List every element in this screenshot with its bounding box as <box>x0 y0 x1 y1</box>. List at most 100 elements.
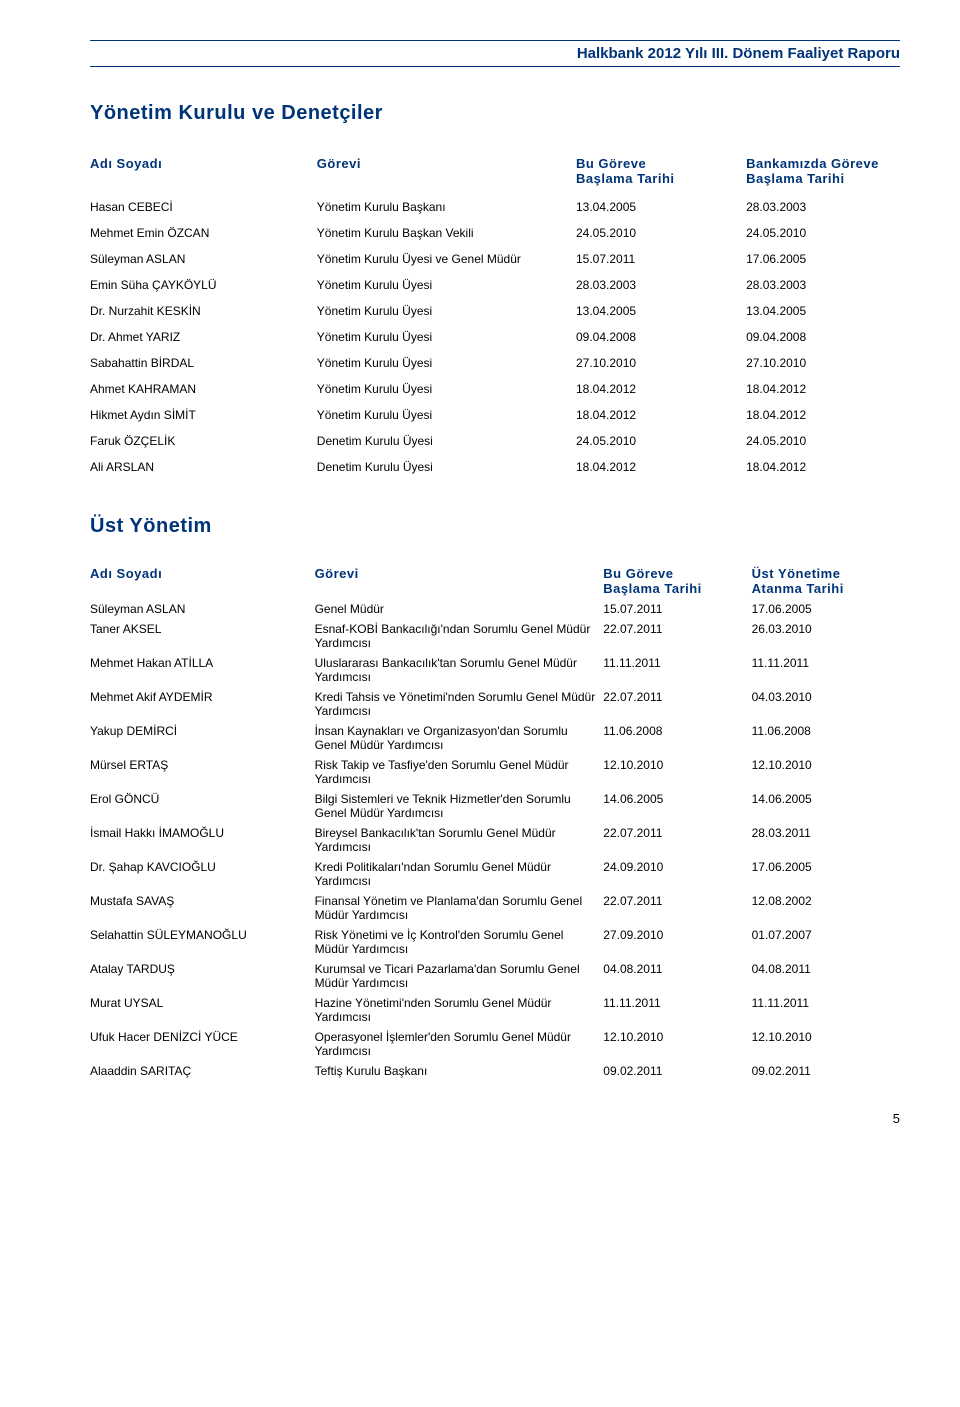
cell-name: Dr. Şahap KAVCIOĞLU <box>90 860 315 874</box>
cell-date-start: 15.07.2011 <box>603 602 751 616</box>
cell-name: Dr. Nurzahit KESKİN <box>90 304 317 318</box>
col-appointed-header-line2: Atanma Tarihi <box>752 581 900 596</box>
table-row: Ali ARSLANDenetim Kurulu Üyesi18.04.2012… <box>90 454 900 480</box>
cell-date-start: 18.04.2012 <box>576 408 746 422</box>
cell-date-bank: 11.11.2011 <box>752 996 900 1010</box>
cell-date-start: 11.11.2011 <box>603 996 751 1010</box>
cell-name: İsmail Hakkı İMAMOĞLU <box>90 826 315 840</box>
cell-date-start: 11.11.2011 <box>603 656 751 670</box>
cell-date-bank: 12.10.2010 <box>752 758 900 772</box>
board-table-header: Adı Soyadı Görevi Bu Göreve Başlama Tari… <box>90 150 900 194</box>
page-container: Halkbank 2012 Yılı III. Dönem Faaliyet R… <box>0 0 960 1166</box>
cell-date-start: 22.07.2011 <box>603 690 751 704</box>
cell-role: İnsan Kaynakları ve Organizasyon'dan Sor… <box>315 724 604 752</box>
table-row: Faruk ÖZÇELİKDenetim Kurulu Üyesi24.05.2… <box>90 428 900 454</box>
cell-date-start: 24.05.2010 <box>576 434 746 448</box>
senior-mgmt-table-header: Adı Soyadı Görevi Bu Göreve Başlama Tari… <box>90 563 900 599</box>
col-start-header: Bu Göreve Başlama Tarihi <box>603 566 751 596</box>
cell-date-bank: 24.05.2010 <box>746 226 900 240</box>
table-row: Süleyman ASLANGenel Müdür15.07.201117.06… <box>90 599 900 619</box>
col-start-header: Bu Göreve Başlama Tarihi <box>576 156 746 186</box>
col-bank-header-line2: Başlama Tarihi <box>746 171 900 186</box>
cell-date-bank: 28.03.2003 <box>746 278 900 292</box>
cell-date-start: 15.07.2011 <box>576 252 746 266</box>
cell-role: Yönetim Kurulu Başkan Vekili <box>317 226 576 240</box>
table-row: Emin Süha ÇAYKÖYLÜYönetim Kurulu Üyesi28… <box>90 272 900 298</box>
table-row: Yakup DEMİRCİİnsan Kaynakları ve Organiz… <box>90 721 900 755</box>
table-row: Mehmet Emin ÖZCANYönetim Kurulu Başkan V… <box>90 220 900 246</box>
col-role-header: Görevi <box>317 156 576 171</box>
cell-role: Operasyonel İşlemler'den Sorumlu Genel M… <box>315 1030 604 1058</box>
cell-name: Atalay TARDUŞ <box>90 962 315 976</box>
cell-date-start: 18.04.2012 <box>576 460 746 474</box>
col-bank-header-line1: Bankamızda Göreve <box>746 156 900 171</box>
cell-name: Emin Süha ÇAYKÖYLÜ <box>90 278 317 292</box>
cell-date-bank: 12.10.2010 <box>752 1030 900 1044</box>
cell-date-start: 13.04.2005 <box>576 200 746 214</box>
cell-date-start: 22.07.2011 <box>603 826 751 840</box>
cell-date-start: 13.04.2005 <box>576 304 746 318</box>
table-row: Dr. Nurzahit KESKİNYönetim Kurulu Üyesi1… <box>90 298 900 324</box>
cell-date-bank: 27.10.2010 <box>746 356 900 370</box>
cell-role: Kredi Tahsis ve Yönetimi'nden Sorumlu Ge… <box>315 690 604 718</box>
cell-name: Süleyman ASLAN <box>90 602 315 616</box>
senior-mgmt-table: Adı Soyadı Görevi Bu Göreve Başlama Tari… <box>90 563 900 1081</box>
cell-date-bank: 13.04.2005 <box>746 304 900 318</box>
cell-name: Dr. Ahmet YARIZ <box>90 330 317 344</box>
cell-name: Hasan CEBECİ <box>90 200 317 214</box>
table-row: Hikmet Aydın SİMİTYönetim Kurulu Üyesi18… <box>90 402 900 428</box>
cell-role: Denetim Kurulu Üyesi <box>317 434 576 448</box>
cell-date-bank: 04.03.2010 <box>752 690 900 704</box>
cell-date-start: 24.05.2010 <box>576 226 746 240</box>
table-row: Taner AKSELEsnaf-KOBİ Bankacılığı'ndan S… <box>90 619 900 653</box>
table-row: Selahattin SÜLEYMANOĞLURisk Yönetimi ve … <box>90 925 900 959</box>
cell-name: Taner AKSEL <box>90 622 315 636</box>
cell-role: Kredi Politikaları'ndan Sorumlu Genel Mü… <box>315 860 604 888</box>
cell-date-bank: 24.05.2010 <box>746 434 900 448</box>
cell-name: Faruk ÖZÇELİK <box>90 434 317 448</box>
board-table: Adı Soyadı Görevi Bu Göreve Başlama Tari… <box>90 150 900 480</box>
table-row: Ahmet KAHRAMANYönetim Kurulu Üyesi18.04.… <box>90 376 900 402</box>
table-row: Süleyman ASLANYönetim Kurulu Üyesi ve Ge… <box>90 246 900 272</box>
cell-name: Ahmet KAHRAMAN <box>90 382 317 396</box>
col-start-header-line1: Bu Göreve <box>576 156 746 171</box>
cell-role: Yönetim Kurulu Başkanı <box>317 200 576 214</box>
table-row: Mehmet Akif AYDEMİRKredi Tahsis ve Yönet… <box>90 687 900 721</box>
cell-role: Yönetim Kurulu Üyesi ve Genel Müdür <box>317 252 576 266</box>
cell-name: Mehmet Emin ÖZCAN <box>90 226 317 240</box>
cell-date-bank: 18.04.2012 <box>746 460 900 474</box>
cell-name: Murat UYSAL <box>90 996 315 1010</box>
cell-name: Ufuk Hacer DENİZCİ YÜCE <box>90 1030 315 1044</box>
cell-date-bank: 09.02.2011 <box>752 1064 900 1078</box>
table-row: Dr. Şahap KAVCIOĞLUKredi Politikaları'nd… <box>90 857 900 891</box>
cell-role: Hazine Yönetimi'nden Sorumlu Genel Müdür… <box>315 996 604 1024</box>
cell-date-bank: 12.08.2002 <box>752 894 900 908</box>
page-number: 5 <box>90 1111 900 1126</box>
table-row: Atalay TARDUŞKurumsal ve Ticari Pazarlam… <box>90 959 900 993</box>
section-board-title: Yönetim Kurulu ve Denetçiler <box>90 102 900 125</box>
section-board: Yönetim Kurulu ve Denetçiler Adı Soyadı … <box>90 102 900 480</box>
report-header-bar: Halkbank 2012 Yılı III. Dönem Faaliyet R… <box>90 40 900 67</box>
cell-date-bank: 17.06.2005 <box>746 252 900 266</box>
cell-name: Erol GÖNCÜ <box>90 792 315 806</box>
report-title: Halkbank 2012 Yılı III. Dönem Faaliyet R… <box>577 45 900 62</box>
cell-role: Teftiş Kurulu Başkanı <box>315 1064 604 1078</box>
col-bank-header: Bankamızda Göreve Başlama Tarihi <box>746 156 900 186</box>
table-row: Mehmet Hakan ATİLLAUluslararası Bankacıl… <box>90 653 900 687</box>
cell-name: Hikmet Aydın SİMİT <box>90 408 317 422</box>
cell-name: Yakup DEMİRCİ <box>90 724 315 738</box>
cell-date-bank: 11.11.2011 <box>752 656 900 670</box>
cell-date-start: 09.02.2011 <box>603 1064 751 1078</box>
col-role-header: Görevi <box>315 566 604 581</box>
cell-name: Süleyman ASLAN <box>90 252 317 266</box>
cell-date-start: 22.07.2011 <box>603 894 751 908</box>
cell-date-bank: 28.03.2011 <box>752 826 900 840</box>
cell-name: Mehmet Hakan ATİLLA <box>90 656 315 670</box>
cell-date-start: 09.04.2008 <box>576 330 746 344</box>
col-name-header: Adı Soyadı <box>90 156 317 171</box>
table-row: Dr. Ahmet YARIZYönetim Kurulu Üyesi09.04… <box>90 324 900 350</box>
cell-date-start: 04.08.2011 <box>603 962 751 976</box>
cell-date-bank: 17.06.2005 <box>752 602 900 616</box>
table-row: İsmail Hakkı İMAMOĞLUBireysel Bankacılık… <box>90 823 900 857</box>
table-row: Erol GÖNCÜBilgi Sistemleri ve Teknik Hiz… <box>90 789 900 823</box>
